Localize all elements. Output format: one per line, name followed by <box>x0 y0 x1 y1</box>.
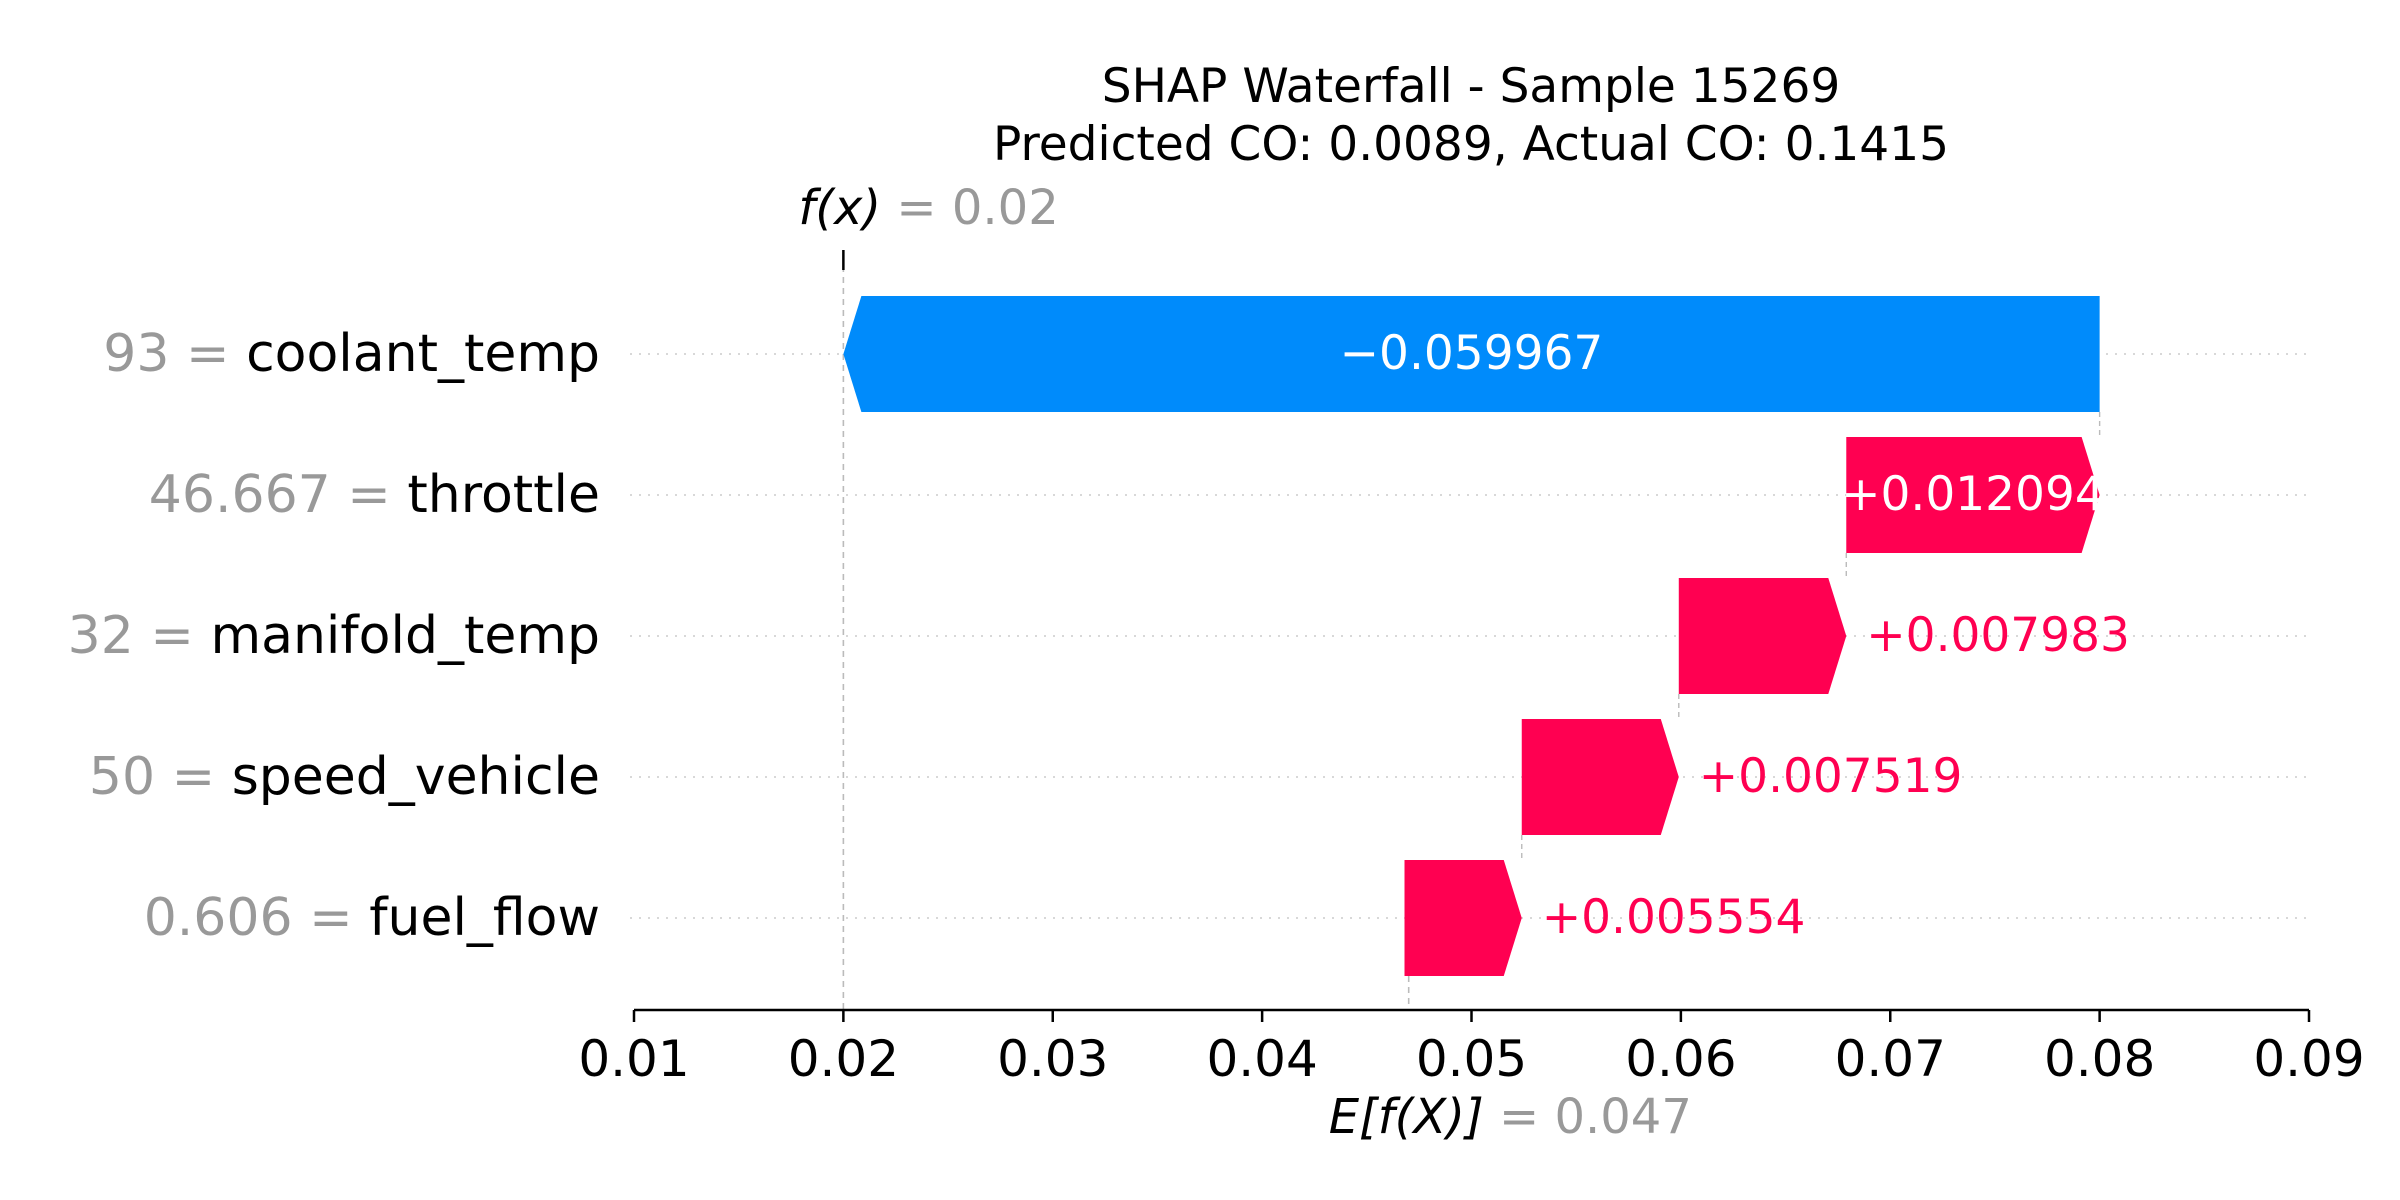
base-value-expr: E[f(X)] <box>1329 1089 1499 1145</box>
feature-label: 46.667 = throttle <box>149 465 600 525</box>
x-tick-label: 0.06 <box>1625 1030 1736 1088</box>
feature-value: 32 = <box>68 606 211 666</box>
bar-throttle <box>1846 437 2100 553</box>
feature-value: 93 = <box>103 324 246 384</box>
bar-speed_vehicle <box>1521 719 1679 835</box>
feature-label: 50 = speed_vehicle <box>89 747 600 807</box>
feature-value: 0.606 = <box>144 888 370 948</box>
x-tick-label: 0.03 <box>997 1030 1108 1088</box>
bar-value-label: +0.007519 <box>1699 749 1963 804</box>
x-tick-label: 0.02 <box>788 1030 899 1088</box>
feature-name: coolant_temp <box>246 324 600 384</box>
feature-name: manifold_temp <box>210 606 600 666</box>
x-tick-label: 0.04 <box>1206 1030 1317 1088</box>
plot-area: −0.059967 93 = coolant_temp +0.012094 46.66… <box>68 180 2365 1145</box>
x-tick-label: 0.05 <box>1416 1030 1527 1088</box>
feature-name: speed_vehicle <box>232 747 600 807</box>
bar-value-label: +0.007983 <box>1866 608 2130 663</box>
x-tick-label: 0.08 <box>2044 1030 2155 1088</box>
x-tick-label: 0.09 <box>2253 1030 2364 1088</box>
feature-name: throttle <box>407 465 600 525</box>
bar-manifold_temp <box>1678 578 1847 694</box>
x-tick-label: 0.07 <box>1835 1030 1946 1088</box>
bar-coolant_temp <box>843 296 2100 412</box>
bar-value-label: −0.059967 <box>1340 326 1604 381</box>
x-tick-label: 0.01 <box>578 1030 689 1088</box>
bar-value-label: +0.005554 <box>1542 890 1806 945</box>
bar-value-label: +0.012094 <box>1841 467 2105 522</box>
chart-title: SHAP Waterfall - Sample 15269 <box>1102 59 1841 114</box>
feature-value: 50 = <box>89 747 232 807</box>
feature-label: 93 = coolant_temp <box>103 324 600 384</box>
feature-value: 46.667 = <box>149 465 408 525</box>
bar-fuel_flow <box>1404 860 1522 976</box>
feature-name: fuel_flow <box>369 888 600 948</box>
feature-label: 32 = manifold_temp <box>68 606 600 666</box>
feature-label: 0.606 = fuel_flow <box>144 888 600 948</box>
output-value-expr: f(x) <box>798 180 896 236</box>
base-value-number: = 0.047 <box>1499 1089 1692 1145</box>
output-value-number: = 0.02 <box>896 180 1058 236</box>
output-value-label: f(x) = 0.02 <box>798 180 1058 236</box>
chart-subtitle: Predicted CO: 0.0089, Actual CO: 0.1415 <box>993 117 1949 172</box>
base-value-label: E[f(X)] = 0.047 <box>1329 1089 1692 1145</box>
